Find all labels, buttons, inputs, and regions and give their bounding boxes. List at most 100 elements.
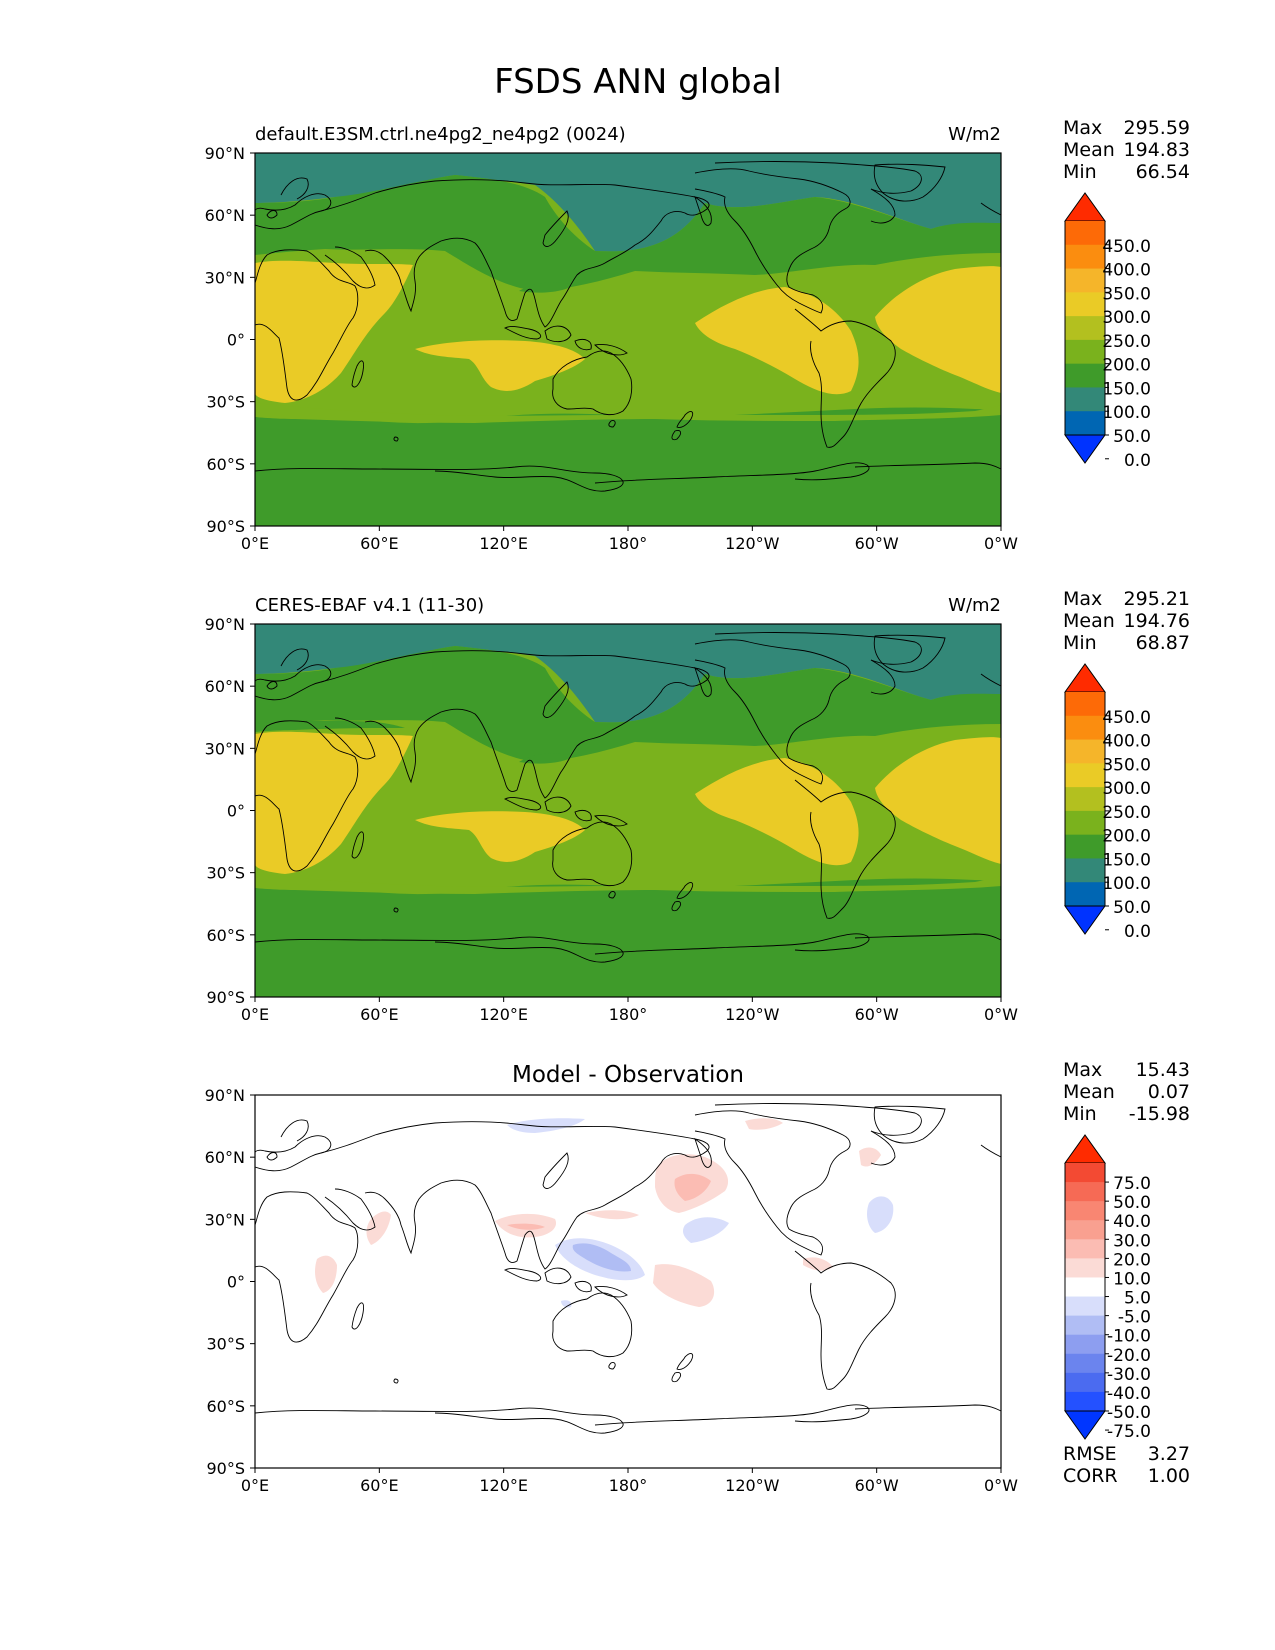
contour-region [653,1264,715,1307]
colorbar-label: -5.0 [1118,1308,1151,1328]
lon-tick-label: 0°W [984,1476,1018,1495]
panel-left-title: CERES-EBAF v4.1 (11-30) [255,595,484,616]
colorbar-segment [1065,1239,1105,1259]
colorbar-segment [1065,739,1105,764]
lon-tick-label: 180° [609,1005,648,1024]
colorbar-segment [1065,244,1105,270]
contour-region [561,1300,572,1308]
lat-tick-label: 60°S [206,926,245,945]
stat-label: Mean [1063,610,1115,632]
contour-region [572,1243,631,1272]
contour-region [255,403,1001,423]
colorbar-label: -20.0 [1107,1346,1151,1366]
colorbar-segment [1065,858,1105,883]
lon-tick-label: 180° [609,534,648,553]
contour-region [695,758,859,866]
error-stat-value: 3.27 [1148,1443,1190,1465]
figure-title: FSDS ANN global [494,62,782,102]
colorbar-segment [1065,411,1105,436]
lat-tick-label: 30°S [206,864,245,883]
colorbar-segment [1065,1277,1105,1298]
colorbar-segment [1065,715,1105,741]
stat-value: -15.98 [1129,1103,1190,1125]
lat-tick-label: 30°N [205,268,245,287]
lon-tick-label: 120°W [725,534,780,553]
colorbar-label: 150.0 [1102,379,1151,399]
colorbar-label: 200.0 [1102,356,1151,376]
colorbar-label: -30.0 [1107,1365,1151,1385]
colorbar-outline [1064,221,1106,435]
lon-tick-label: 60°E [360,1476,398,1495]
error-stat-label: CORR [1063,1465,1118,1487]
colorbar-label: 0.0 [1124,451,1151,471]
colorbar-label: 250.0 [1102,803,1151,823]
stat-value: 194.83 [1124,139,1190,161]
colorbar-segment [1065,221,1105,246]
colorbar-segment [1065,339,1105,365]
colorbar-label: 50.0 [1113,427,1151,447]
stat-label: Max [1063,588,1102,610]
panel-units: W/m2 [948,595,1001,616]
lat-tick-label: 0° [227,331,245,350]
stat-label: Max [1063,117,1102,139]
colorbar-label: -40.0 [1107,1384,1151,1404]
map-area [255,1095,1001,1468]
lon-tick-label: 120°W [725,1005,780,1024]
contour-region [875,737,1001,864]
colorbar-segment [1065,268,1105,293]
colorbar-label: 350.0 [1102,755,1151,775]
contour-region [415,811,585,862]
colorbar-segment [1065,387,1105,412]
colorbar-extend-max [1064,1134,1106,1164]
colorbar-segment [1065,834,1105,859]
lat-tick-label: 90°S [206,517,245,536]
colorbar-extend-max [1064,663,1106,693]
colorbar-segment [1065,1258,1105,1278]
colorbar-label: 0.0 [1124,922,1151,942]
colorbar-label: 100.0 [1102,874,1151,894]
lon-tick-label: 180° [609,1476,648,1495]
stat-label: Min [1063,1103,1097,1125]
lat-tick-label: 0° [227,802,245,821]
colorbar-label: 5.0 [1124,1289,1151,1309]
colorbar-extend-min [1064,1410,1106,1440]
lat-tick-label: 90°N [205,1086,245,1105]
stat-label: Max [1063,1059,1102,1081]
lat-tick-label: 90°S [206,1459,245,1478]
lon-tick-label: 60°W [855,1005,899,1024]
contour-region [507,1118,585,1133]
stat-value: 15.43 [1136,1059,1190,1081]
lat-tick-label: 90°S [206,988,245,1007]
stat-label: Mean [1063,139,1115,161]
colorbar-label: 300.0 [1102,779,1151,799]
colorbar-extend-min [1064,434,1106,464]
contour-region [315,1255,337,1293]
colorbar-label: 400.0 [1102,261,1151,281]
error-stat-value: 1.00 [1148,1465,1190,1487]
colorbar-segment [1065,787,1105,812]
lon-tick-label: 60°W [855,534,899,553]
lat-tick-label: 60°N [205,677,245,696]
contour-region [519,282,575,293]
colorbar-segment [1065,1391,1105,1412]
stat-value: 66.54 [1136,161,1190,183]
colorbar-segment [1065,1201,1105,1221]
contour-region [695,287,859,395]
stat-label: Min [1063,632,1097,654]
colorbar-segment [1065,692,1105,717]
contour-region [745,1118,783,1130]
lon-tick-label: 0°E [241,1476,269,1495]
colorbar-label: -10.0 [1107,1327,1151,1347]
stat-value: 194.76 [1124,610,1190,632]
contour-region [803,1257,833,1271]
colorbar-label: -50.0 [1107,1403,1151,1423]
lon-tick-label: 60°E [360,534,398,553]
panel-left-title: default.E3SM.ctrl.ne4pg2_ne4pg2 (0024) [255,124,626,145]
lon-tick-label: 120°E [479,534,528,553]
colorbar-label: 20.0 [1113,1250,1151,1270]
lat-tick-label: 30°S [206,393,245,412]
lat-tick-label: 30°N [205,739,245,758]
panel-units: W/m2 [948,124,1001,145]
lon-tick-label: 120°E [479,1476,528,1495]
colorbar-segment [1065,1220,1105,1240]
